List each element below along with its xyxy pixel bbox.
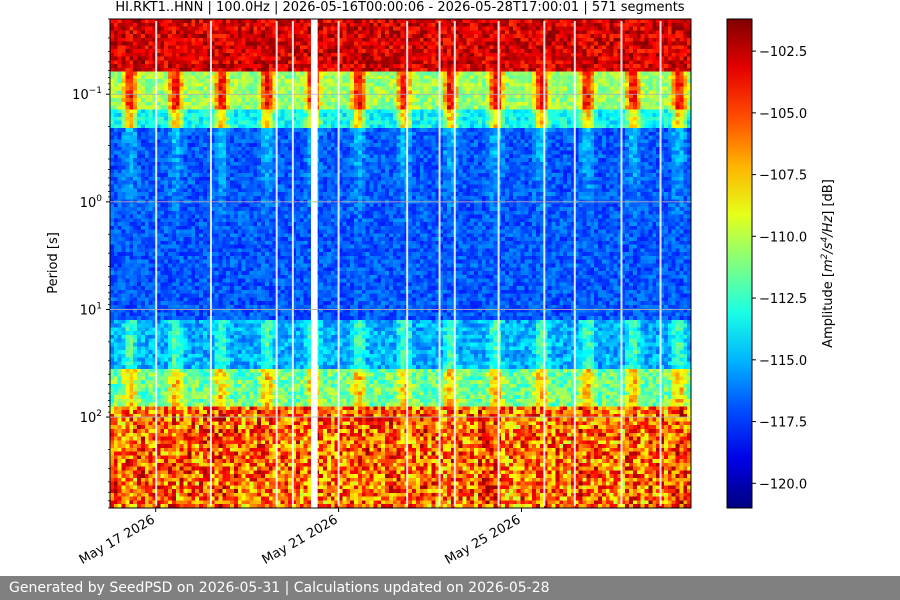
heatmap-area — [110, 19, 691, 508]
white-streak — [453, 21, 456, 506]
y-tick-label: 100 — [80, 194, 103, 211]
colorbar-gradient — [726, 18, 753, 509]
white-streak — [573, 21, 576, 506]
colorbar-tick-label: −105.0 — [759, 107, 807, 122]
chart-title: HI.RKT1..HNN | 100.0Hz | 2026-05-16T00:0… — [115, 0, 684, 15]
y-axis-label: Period [s] — [46, 232, 61, 294]
white-streak — [659, 21, 662, 506]
white-streak — [209, 21, 212, 506]
white-streak — [337, 21, 340, 506]
heatmap-image — [110, 19, 691, 508]
colorbar-tick-label: −110.0 — [759, 230, 807, 245]
data-gap — [310, 19, 318, 508]
white-streak — [291, 21, 294, 506]
colorbar-tick-label: −102.5 — [759, 45, 807, 60]
colorbar-tick-label: −120.0 — [759, 477, 807, 492]
heatmap-overlays — [155, 19, 662, 508]
colorbar-tick-label: −112.5 — [759, 292, 807, 307]
colorbar: −102.5 −105.0 −107.5 −110.0 −112.5 −115.0 −117… — [726, 18, 836, 509]
footer-text: Generated by SeedPSD on 2026-05-31 | Cal… — [9, 580, 550, 596]
colorbar-tick-label: −117.5 — [759, 416, 807, 431]
white-streak — [497, 21, 500, 506]
plot-frame — [109, 18, 692, 509]
x-tick-label: May 21 2026 — [260, 512, 341, 567]
colorbar-tick-label: −115.0 — [759, 354, 807, 369]
white-streak — [406, 21, 409, 506]
y-tick-label: 102 — [80, 409, 102, 426]
colorbar-label: Amplitude [m2/s4/Hz] [dB] — [820, 179, 836, 348]
white-streak — [275, 21, 278, 506]
spectrogram-chart: HI.RKT1..HNN | 100.0Hz | 2026-05-16T00:0… — [46, 0, 836, 568]
white-streak — [543, 21, 546, 506]
x-axis: May 17 2026 May 21 2026 May 25 2026 — [77, 508, 524, 568]
footer-bar: Generated by SeedPSD on 2026-05-31 | Cal… — [0, 576, 900, 600]
y-tick-label: 10−1 — [72, 86, 102, 103]
white-streak — [438, 21, 441, 506]
white-streak — [620, 21, 623, 506]
x-tick-label: May 17 2026 — [77, 512, 158, 567]
colorbar-tick-label: −107.5 — [759, 169, 807, 184]
x-tick-label: May 25 2026 — [443, 512, 524, 567]
white-streak — [155, 21, 158, 506]
y-tick-label: 101 — [80, 301, 102, 318]
